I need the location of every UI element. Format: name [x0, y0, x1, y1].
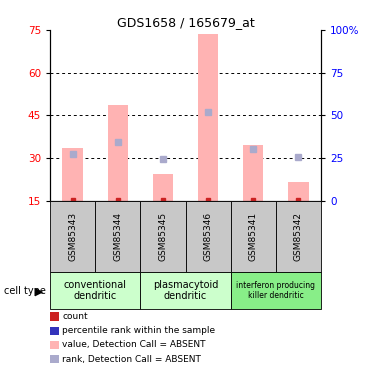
Bar — [288, 182, 309, 201]
Bar — [186, 201, 231, 272]
Text: GSM85342: GSM85342 — [294, 212, 303, 261]
Text: cell type: cell type — [4, 286, 46, 296]
Bar — [153, 174, 173, 201]
Text: GSM85341: GSM85341 — [249, 211, 258, 261]
Bar — [50, 272, 140, 309]
Bar — [95, 201, 140, 272]
Bar — [50, 201, 95, 272]
Text: count: count — [62, 312, 88, 321]
Text: value, Detection Call = ABSENT: value, Detection Call = ABSENT — [62, 340, 206, 350]
Bar — [276, 201, 321, 272]
Title: GDS1658 / 165679_at: GDS1658 / 165679_at — [116, 16, 255, 29]
Bar — [108, 105, 128, 201]
Bar — [62, 148, 83, 201]
Bar — [231, 201, 276, 272]
Text: plasmacytoid
dendritic: plasmacytoid dendritic — [153, 280, 218, 302]
Text: GSM85346: GSM85346 — [204, 211, 213, 261]
Text: percentile rank within the sample: percentile rank within the sample — [62, 326, 216, 335]
Bar — [140, 272, 231, 309]
Text: GSM85343: GSM85343 — [68, 211, 77, 261]
Text: interferon producing
killer dendritic: interferon producing killer dendritic — [236, 281, 315, 300]
Text: rank, Detection Call = ABSENT: rank, Detection Call = ABSENT — [62, 355, 201, 364]
Bar — [231, 272, 321, 309]
Text: conventional
dendritic: conventional dendritic — [64, 280, 127, 302]
Bar — [140, 201, 186, 272]
Text: GSM85345: GSM85345 — [158, 211, 167, 261]
Text: ▶: ▶ — [35, 287, 44, 297]
Bar — [243, 145, 263, 201]
Bar — [198, 34, 218, 201]
Text: GSM85344: GSM85344 — [113, 212, 122, 261]
